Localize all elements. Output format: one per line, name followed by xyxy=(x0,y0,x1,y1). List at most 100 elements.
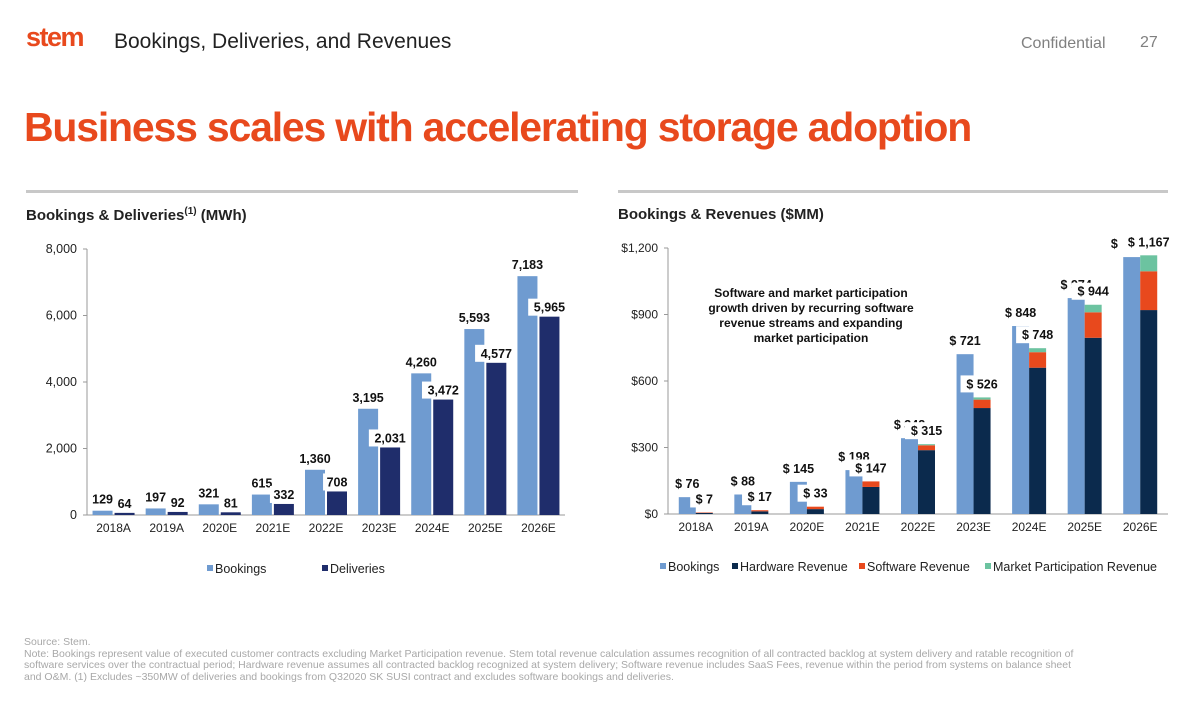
x-tick-label-2019a: 2019A xyxy=(734,520,769,534)
bar-market-participation-revenue-2023e xyxy=(973,397,991,400)
x-tick-label-2018a: 2018A xyxy=(678,520,713,534)
page-title: Business scales with accelerating storag… xyxy=(24,104,972,150)
bookings-revenues-chart: $0 $300 $600 $900 $1,200 2018A 2019A 2020E 2021E… xyxy=(621,233,1178,574)
x-tick-label-2021e: 2021E xyxy=(845,520,880,534)
legend-swatch-bookings xyxy=(660,563,666,569)
footnote-source: Source: Stem. xyxy=(24,636,91,648)
data-label-bg xyxy=(742,488,778,506)
legend-label-software-revenue: Software Revenue xyxy=(867,560,970,574)
bar-software-revenue-2019a xyxy=(751,510,769,512)
bar-bookings-2022e xyxy=(305,469,325,515)
bar-deliveries-2022e xyxy=(327,491,347,515)
data-label-bookings-2023e: 3,195 xyxy=(352,391,383,405)
bar-market-participation-revenue-2024e xyxy=(1029,348,1047,353)
bar-bookings-2026e xyxy=(517,276,538,515)
legend-swatch-market-participation-revenue xyxy=(985,563,991,569)
data-label-bg xyxy=(905,422,948,440)
bar-software-revenue-2025e xyxy=(1084,312,1102,338)
x-tick-label-2024e: 2024E xyxy=(1012,520,1047,534)
y-tick-label: 2,000 xyxy=(46,442,77,456)
x-tick-label-2022e: 2022E xyxy=(309,521,344,535)
data-label-bookings-2021e: 615 xyxy=(251,477,272,491)
footnote-note-line-1: Note: Bookings represent value of execut… xyxy=(24,647,1074,660)
bar-bookings-2023e xyxy=(358,408,379,515)
data-label-bookings-2024e: $ 848 xyxy=(1005,306,1036,320)
data-label-bg xyxy=(421,381,465,399)
legend-swatch-deliveries xyxy=(322,565,328,571)
bar-market-participation-revenue-2026e xyxy=(1140,255,1158,272)
bar-bookings-2025e xyxy=(1067,298,1085,514)
bar-bookings-2024e xyxy=(1012,326,1030,514)
legend-label-market-participation-revenue: Market Participation Revenue xyxy=(993,560,1157,574)
data-label-bg xyxy=(1071,282,1115,300)
footnote: Source: Stem. Note: Bookings represent v… xyxy=(24,636,1174,683)
y-tick-label: 8,000 xyxy=(46,242,77,256)
bar-hardware-revenue-2018a xyxy=(695,512,713,514)
confidential-label: Confidential xyxy=(1021,35,1106,52)
data-label-bookings-2018a: $ 76 xyxy=(675,477,699,491)
data-label-bookings-2025e: 5,593 xyxy=(459,311,490,325)
bar-software-revenue-2021e xyxy=(862,481,880,487)
data-label-bg xyxy=(1119,233,1178,251)
y-tick-label: $0 xyxy=(645,507,659,521)
y-tick-label: 0 xyxy=(70,508,77,522)
bar-software-revenue-2020e xyxy=(806,506,824,510)
y-tick-label: $1,200 xyxy=(621,241,658,255)
data-label-bookings-2019a: 197 xyxy=(145,490,166,504)
data-label-deliveries-2025e: 4,577 xyxy=(481,347,512,361)
left-divider xyxy=(26,190,578,193)
bar-hardware-revenue-2026e xyxy=(1140,310,1158,514)
bar-deliveries-2020e xyxy=(220,512,241,515)
bar-bookings-2022e xyxy=(901,438,918,514)
bar-bookings-2023e xyxy=(956,354,974,514)
legend-swatch-software-revenue xyxy=(859,563,865,569)
bar-deliveries-2021e xyxy=(273,503,294,515)
bar-hardware-revenue-2025e xyxy=(1084,337,1102,514)
bar-market-participation-revenue-2022e xyxy=(918,444,935,446)
data-label-revenue-2025e: $ 944 xyxy=(1078,285,1109,299)
y-tick-label: $600 xyxy=(631,374,658,388)
bar-software-revenue-2023e xyxy=(973,399,991,409)
data-label-deliveries-2019a: 92 xyxy=(171,496,185,510)
annotation-line-2: growth driven by recurring software xyxy=(708,301,914,315)
bookings-deliveries-chart: 0 2,000 4,000 6,000 8,000 2018A 2019A 2020E 2021… xyxy=(46,242,571,576)
bar-hardware-revenue-2019a xyxy=(751,511,769,514)
data-label-deliveries-2024e: 3,472 xyxy=(428,384,459,398)
x-tick-label-2022e: 2022E xyxy=(901,520,936,534)
legend-label-hardware-revenue: Hardware Revenue xyxy=(740,560,848,574)
legend-label-deliveries: Deliveries xyxy=(330,562,385,576)
data-label-deliveries-2022e: 708 xyxy=(327,475,348,489)
data-label-bookings-2019a: $ 88 xyxy=(731,474,755,488)
x-tick-label-2020e: 2020E xyxy=(202,521,237,535)
bar-bookings-2024e xyxy=(411,373,432,515)
data-label-bg xyxy=(849,459,893,477)
data-label-bookings-2022e: 1,360 xyxy=(299,452,330,466)
data-label-revenue-2026e: $ 1,167 xyxy=(1128,235,1170,249)
x-tick-label-2025e: 2025E xyxy=(468,521,503,535)
x-tick-label-2019a: 2019A xyxy=(149,521,184,535)
x-tick-label-2021e: 2021E xyxy=(256,521,291,535)
data-label-revenue-2024e: $ 748 xyxy=(1022,328,1053,342)
bar-hardware-revenue-2020e xyxy=(806,509,824,514)
data-label-deliveries-2021e: 332 xyxy=(273,488,294,502)
data-label-bookings-2020e: $ 145 xyxy=(783,462,814,476)
bar-deliveries-2023e xyxy=(380,447,401,515)
bar-bookings-2021e xyxy=(845,470,863,514)
bar-hardware-revenue-2021e xyxy=(862,486,880,514)
bar-bookings-2025e xyxy=(464,329,485,515)
data-label-bookings-2026e: 7,183 xyxy=(512,258,543,272)
x-tick-label-2023e: 2023E xyxy=(956,520,991,534)
y-tick-label: 4,000 xyxy=(46,375,77,389)
data-label-revenue-2020e: $ 33 xyxy=(803,487,827,501)
x-tick-label-2026e: 2026E xyxy=(1123,520,1158,534)
y-tick-label: 6,000 xyxy=(46,309,77,323)
bar-bookings-2018a xyxy=(92,510,113,515)
data-label-deliveries-2026e: 5,965 xyxy=(534,301,565,315)
bar-hardware-revenue-2022e xyxy=(918,450,935,514)
bar-deliveries-2019a xyxy=(167,511,188,515)
data-label-deliveries-2023e: 2,031 xyxy=(374,431,405,445)
y-tick-label: $900 xyxy=(631,308,658,322)
annotation-line-4: market participation xyxy=(754,331,869,345)
bar-bookings-2026e xyxy=(1123,257,1141,514)
data-label-bookings-2023e: $ 721 xyxy=(949,334,980,348)
